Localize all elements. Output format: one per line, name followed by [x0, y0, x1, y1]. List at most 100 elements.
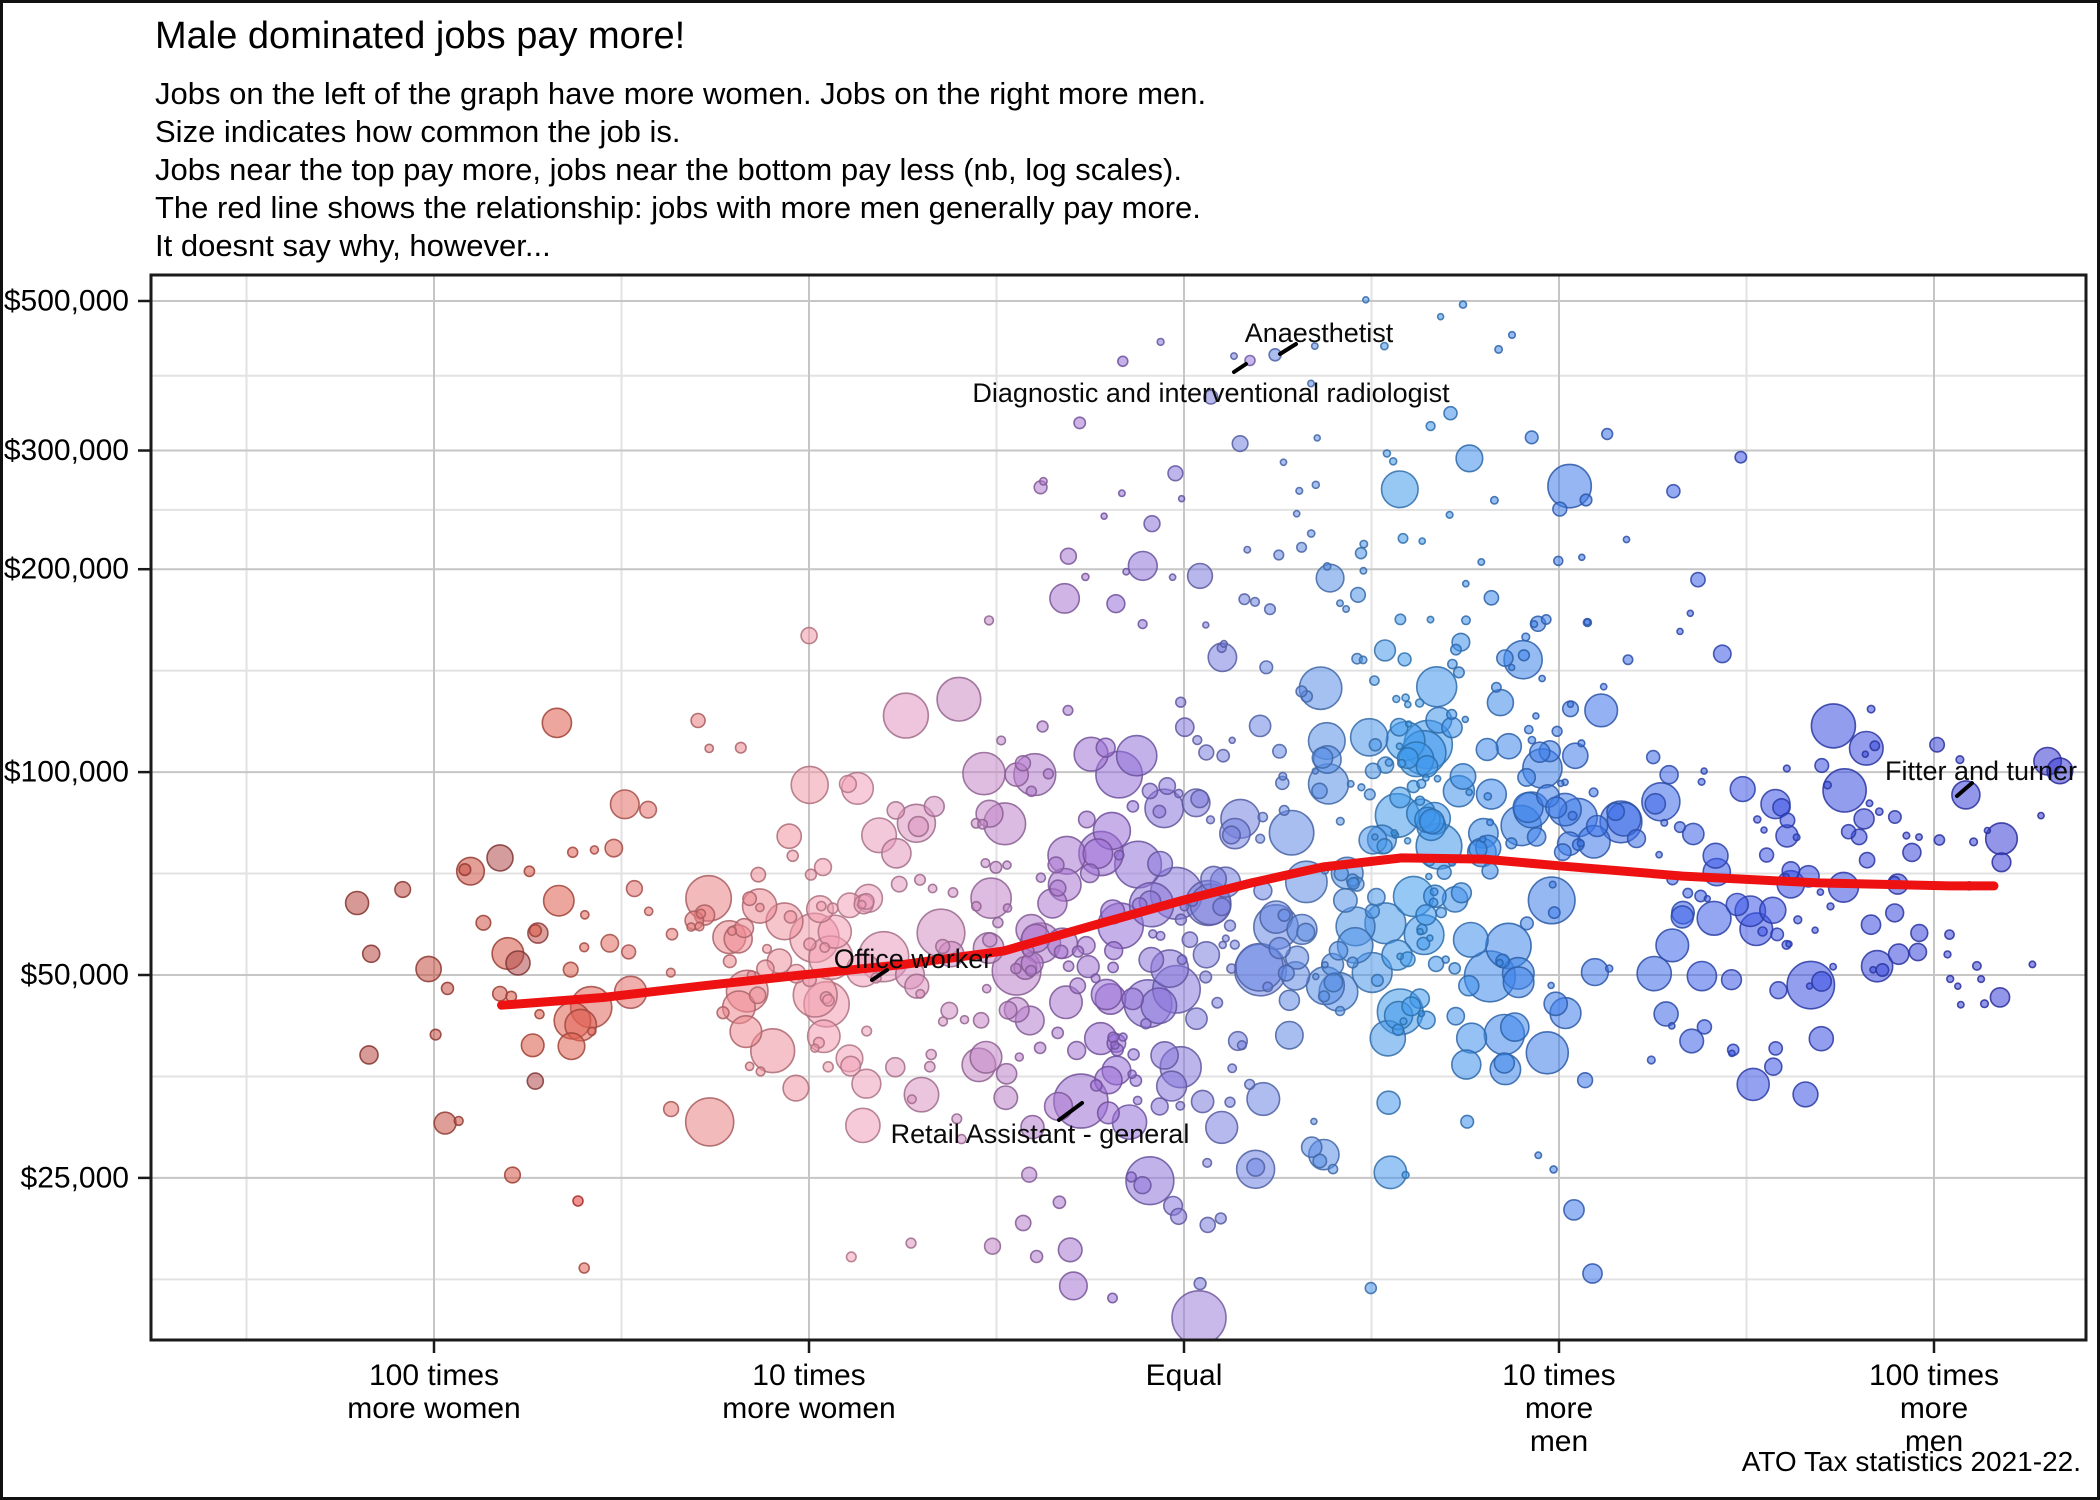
job-bubble	[1307, 379, 1316, 388]
job-bubble	[734, 741, 747, 754]
job-bubble	[882, 692, 930, 739]
job-bubble	[819, 941, 831, 953]
job-bubble	[903, 1076, 940, 1113]
job-bubble	[1192, 940, 1221, 969]
job-bubble	[1600, 427, 1614, 441]
job-bubble	[1295, 685, 1308, 698]
trend-line-layer	[497, 853, 1999, 1010]
job-bubble	[1168, 573, 1177, 582]
job-bubble	[1317, 990, 1331, 1003]
job-bubble	[1033, 1041, 1047, 1055]
job-bubble	[1199, 1216, 1216, 1234]
job-bubble	[1951, 780, 1981, 810]
job-bubble	[1486, 688, 1515, 717]
job-bubble	[1829, 962, 1838, 971]
job-bubble	[1808, 1025, 1835, 1052]
job-bubble	[1403, 836, 1412, 845]
job-bubble	[1113, 849, 1125, 861]
job-bubble	[1035, 872, 1047, 884]
annotation-label: Diagnostic and interventional radiologis…	[972, 378, 1450, 408]
job-bubble	[1049, 582, 1081, 614]
job-bubble	[981, 983, 992, 994]
job-bubble	[1125, 1171, 1138, 1183]
job-bubble	[1599, 682, 1608, 691]
job-bubble	[1455, 1022, 1488, 1054]
job-bubble	[1448, 962, 1462, 975]
job-bubble	[934, 938, 951, 955]
job-bubble	[1792, 1081, 1819, 1108]
job-bubble	[566, 846, 579, 859]
job-bubble	[528, 923, 543, 938]
job-bubble	[1425, 872, 1433, 881]
job-bubble	[1866, 704, 1876, 714]
job-bubble	[1502, 966, 1535, 999]
job-bubble	[1174, 696, 1187, 708]
job-bubble	[1583, 618, 1592, 627]
job-bubble	[1273, 549, 1285, 561]
job-bubble	[1311, 480, 1321, 490]
job-bubble	[1517, 767, 1537, 787]
job-bubble	[1530, 619, 1539, 629]
job-bubble	[415, 955, 443, 983]
job-bubble	[1445, 708, 1458, 721]
job-bubble	[1311, 746, 1334, 769]
job-bubble	[861, 1025, 873, 1037]
job-bubble	[989, 860, 1003, 874]
job-bubble	[1425, 420, 1436, 432]
job-bubble	[600, 933, 620, 953]
job-bubble	[695, 908, 707, 919]
job-bubble	[1493, 1052, 1516, 1074]
job-bubble	[2028, 960, 2037, 969]
job-bubble	[1417, 1009, 1426, 1018]
job-bubble	[1396, 758, 1407, 769]
job-bubble	[1811, 970, 1833, 992]
job-bubble	[1622, 654, 1634, 666]
job-bubble	[1452, 921, 1489, 958]
job-bubble	[1529, 741, 1551, 764]
job-bubble	[722, 954, 737, 969]
job-bubble	[1327, 1163, 1339, 1175]
job-bubble	[1052, 1195, 1067, 1210]
job-bubble	[1436, 312, 1445, 321]
job-bubble	[1392, 694, 1401, 704]
job-bubble	[1177, 494, 1186, 503]
job-bubble	[1042, 768, 1055, 780]
job-bubble	[970, 900, 982, 912]
job-bubble	[1391, 1023, 1405, 1037]
job-bubble	[1126, 800, 1140, 813]
job-bubble	[1038, 476, 1048, 486]
job-bubble	[1673, 820, 1686, 834]
job-bubble	[1199, 970, 1213, 984]
job-bubble	[969, 1040, 1003, 1074]
job-bubble	[915, 988, 926, 1000]
job-bubble	[1221, 934, 1230, 943]
job-bubble	[1805, 982, 1814, 990]
job-bubble	[1416, 927, 1424, 936]
job-bubble	[726, 925, 738, 937]
job-bubble	[1526, 827, 1547, 847]
job-bubble	[1968, 837, 1979, 847]
job-bubble	[1389, 717, 1409, 737]
job-bubble	[992, 916, 1004, 929]
job-bubble	[1645, 749, 1661, 765]
job-bubble	[1483, 792, 1493, 801]
job-bubble	[1576, 1071, 1594, 1089]
job-bubble	[1058, 1271, 1088, 1301]
job-bubble	[1020, 1114, 1045, 1140]
job-bubble	[1479, 835, 1487, 844]
job-bubble	[1521, 632, 1531, 642]
job-bubble	[1989, 987, 2011, 1008]
job-bubble	[776, 823, 803, 850]
job-bubble	[1679, 1028, 1705, 1054]
job-bubble	[1025, 785, 1038, 798]
job-bubble	[1578, 553, 1586, 562]
job-bubble	[1734, 450, 1748, 464]
job-bubble	[684, 1097, 735, 1147]
job-bubble	[923, 795, 945, 818]
job-bubble	[1816, 888, 1825, 896]
job-bubble	[845, 1251, 857, 1263]
job-bubble	[1458, 974, 1480, 997]
job-bubble	[1226, 963, 1237, 974]
job-bubble	[475, 914, 492, 931]
job-bubble	[1014, 754, 1032, 772]
